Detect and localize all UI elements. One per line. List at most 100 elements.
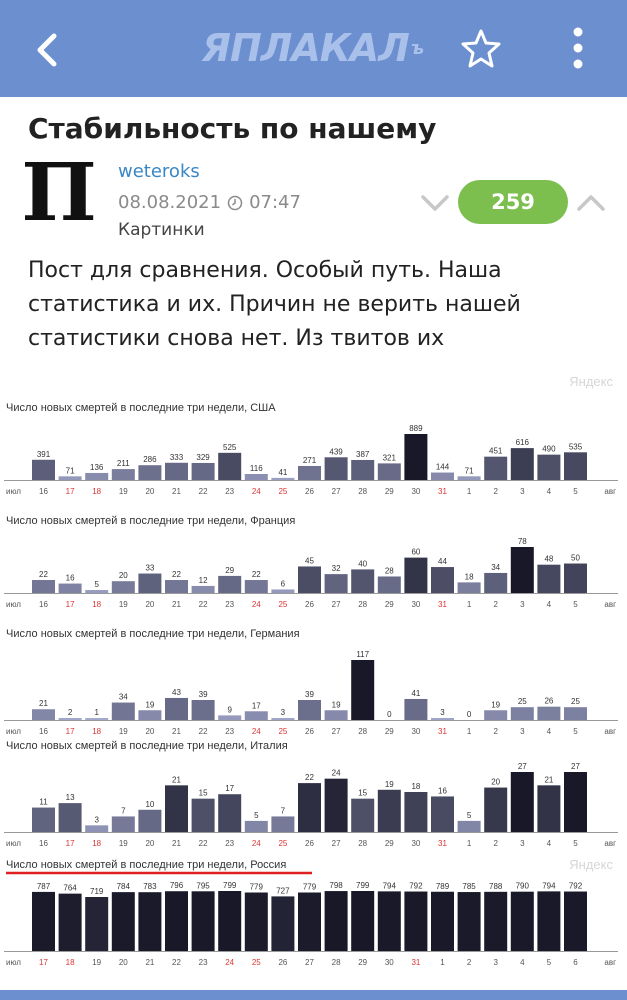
x-tick-label: 30 (411, 727, 420, 736)
bar-value-label: 40 (358, 559, 367, 568)
x-tick-label: 5 (573, 727, 578, 736)
chart-bar (85, 718, 109, 720)
chart-bar (431, 567, 454, 593)
x-tick-label: 1 (467, 839, 472, 848)
bar-value-label: 794 (542, 881, 556, 890)
chart-bar (298, 700, 321, 720)
yandex-watermark: Яндекс (569, 374, 613, 389)
vote-down-button[interactable] (418, 186, 452, 220)
chart-title: Число новых смертей в последние три неде… (6, 859, 286, 871)
bar-value-label: 788 (489, 882, 503, 891)
bar-value-label: 0 (387, 710, 392, 719)
x-tick-label: 27 (332, 487, 341, 496)
favorite-button[interactable] (457, 24, 505, 72)
x-tick-label: 25 (278, 839, 287, 848)
chart-bar (218, 452, 242, 480)
author-name[interactable]: weteroks (118, 161, 200, 182)
chart-bar (244, 892, 268, 951)
bar-value-label: 50 (571, 554, 580, 563)
bar-value-label: 0 (467, 710, 472, 719)
chart-bar (484, 456, 508, 480)
chart-bar (377, 576, 401, 593)
bar-value-label: 889 (409, 424, 423, 433)
bar-value-label: 136 (90, 463, 104, 472)
post-category[interactable]: Картинки (118, 220, 205, 240)
x-tick-label: 6 (573, 958, 578, 967)
chart-bar (457, 892, 481, 951)
x-tick-label: 30 (411, 487, 420, 496)
x-tick-label: 22 (199, 727, 208, 736)
x-tick-label: 22 (172, 958, 181, 967)
back-button[interactable] (22, 24, 74, 76)
chart-title: Число новых смертей в последние три неде… (6, 402, 276, 414)
bar-value-label: 799 (356, 881, 370, 890)
x-tick-label: 25 (278, 727, 287, 736)
x-tick-label: 27 (332, 839, 341, 848)
chevron-down-icon (421, 195, 449, 211)
logo-suffix: ъ (410, 37, 424, 59)
chart-bar (165, 462, 188, 480)
site-logo[interactable]: ЯПЛАКАЛ ъ (190, 26, 435, 70)
bar-value-label: 799 (223, 881, 237, 890)
x-tick-label: 28 (358, 727, 367, 736)
chart-bar (165, 785, 188, 832)
bar-value-label: 34 (491, 563, 500, 572)
bar-value-label: 2 (68, 708, 73, 717)
avatar-glyph: П (21, 145, 97, 239)
x-tick-label: 29 (385, 600, 394, 609)
chart-bar (298, 465, 321, 480)
x-tick-label: 25 (278, 487, 287, 496)
chart-bar (138, 809, 162, 832)
chart-bar (58, 583, 82, 593)
bar-value-label: 727 (276, 886, 290, 895)
author-avatar[interactable]: П (21, 145, 97, 239)
overflow-menu-button[interactable] (556, 22, 600, 74)
x-tick-label: 2 (467, 958, 472, 967)
chart-bar (564, 707, 587, 720)
chart-bar (510, 707, 534, 720)
kebab-menu-icon (573, 27, 583, 69)
logo-text: ЯПЛАКАЛ (201, 26, 410, 70)
bar-value-label: 211 (117, 459, 130, 468)
bar-value-label: 784 (117, 882, 131, 891)
x-tick-label: 25 (252, 958, 261, 967)
bar-value-label: 25 (518, 697, 527, 706)
x-tick-label: 18 (92, 600, 101, 609)
x-tick-label: 24 (252, 600, 261, 609)
bar-value-label: 18 (411, 782, 420, 791)
chart-bar (165, 891, 188, 951)
chart-bar (404, 891, 428, 951)
bar-value-label: 3 (281, 708, 286, 717)
chart-bar (564, 772, 587, 832)
bar-value-label: 787 (37, 882, 51, 891)
clock-icon (227, 195, 243, 210)
chart-bar (377, 891, 401, 951)
chart-bar (537, 891, 561, 951)
bar-value-label: 10 (145, 800, 154, 809)
chart-bar (457, 476, 481, 480)
x-tick-label: 27 (332, 727, 341, 736)
chart-bar (510, 772, 534, 832)
bar-value-label: 21 (39, 699, 48, 708)
x-tick-label: 28 (358, 600, 367, 609)
bar-value-label: 19 (145, 700, 154, 709)
x-tick-label: 22 (199, 600, 208, 609)
x-tick-label: 31 (438, 727, 447, 736)
post-date: 08.08.2021 (118, 192, 222, 213)
bottom-bar (0, 990, 627, 1000)
bar-value-label: 22 (305, 773, 314, 782)
bar-value-label: 12 (199, 576, 208, 585)
chart-bar (457, 820, 481, 832)
bar-value-label: 19 (332, 700, 341, 709)
bar-value-label: 796 (170, 881, 184, 890)
x-tick-label: 18 (92, 487, 101, 496)
bar-value-label: 9 (227, 705, 232, 714)
chart-bar (271, 896, 295, 951)
post-image-charts[interactable]: Число новых смертей в последние три неде… (0, 372, 627, 990)
bar-value-label: 39 (305, 690, 314, 699)
x-tick-label: 19 (119, 487, 128, 496)
x-tick-label: 21 (172, 727, 181, 736)
bar-value-label: 32 (332, 564, 341, 573)
chart-bar (324, 457, 348, 480)
vote-up-button[interactable] (574, 186, 608, 220)
